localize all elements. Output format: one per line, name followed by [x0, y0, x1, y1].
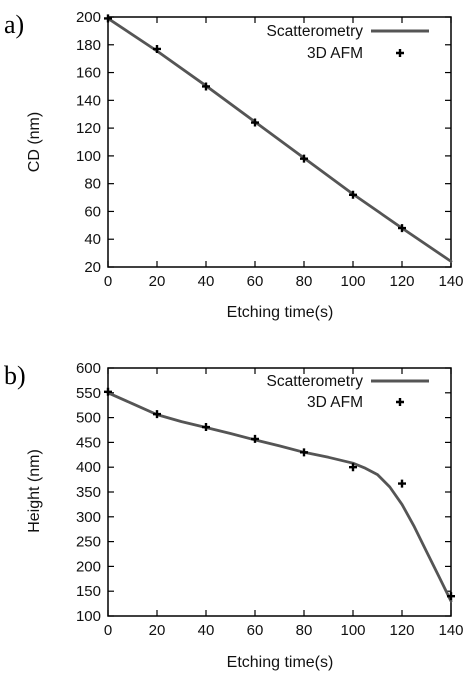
panel-a-x-tick-label: 20	[149, 273, 166, 290]
panel-a-legend-label-scatterometry: Scatterometry	[267, 23, 364, 40]
panel-b-afm-point	[300, 448, 308, 457]
panel-b-y-tick-label: 450	[76, 434, 101, 451]
panel-b-afm-point	[349, 463, 357, 472]
panel-a-legend-marker-3d-afm	[396, 49, 404, 57]
panel-b-y-tick-label: 600	[76, 360, 101, 377]
panel-a-y-tick-label: 20	[84, 259, 101, 276]
panel-a-y-tick-label: 180	[76, 37, 101, 54]
panel-b-afm-point	[398, 479, 406, 488]
panel-a-legend: Scatterometry 3D AFM	[267, 23, 429, 62]
panel-a-x-tick-label: 140	[438, 273, 463, 290]
panel-b-legend: Scatterometry 3D AFM	[267, 373, 429, 411]
panel-b-scatterometry-line	[106, 391, 453, 603]
panel-a-chart: a) CD (nm) Etching time(s) 0 20 40 60 80 100 1…	[4, 9, 464, 321]
panel-a-afm-point	[398, 224, 406, 233]
panel-a-x-tick-label: 40	[198, 273, 215, 290]
panel-a-afm-point	[251, 118, 259, 127]
panel-b-y-tick-label: 500	[76, 410, 101, 427]
panel-b-x-tick-label: 100	[340, 622, 365, 639]
panel-a-label: a)	[4, 10, 24, 39]
panel-a-x-tick-label: 0	[104, 273, 112, 290]
panel-b-afm-point	[251, 434, 259, 443]
panel-b-x-tick-label: 80	[296, 622, 313, 639]
panel-a-x-tick-label: 60	[247, 273, 264, 290]
panel-a-afm-point	[300, 154, 308, 163]
panel-b-y-axis-title: Height (nm)	[26, 449, 43, 533]
panel-b-x-tick-label: 60	[247, 622, 264, 639]
panel-a-afm-point	[202, 82, 210, 91]
panel-a-y-tick-label: 160	[76, 65, 101, 82]
panel-b-y-tick-label: 100	[76, 608, 101, 625]
panel-b-legend-marker-3d-afm	[396, 398, 404, 406]
panel-a-ticks: 0 20 40 60 80 100 120 1402040608010012014016018…	[76, 9, 464, 290]
panel-b-y-tick-label: 250	[76, 534, 101, 551]
panel-b-ticks: 0 20 40 60 80 100 120 140 100 150 200 250 300 350 400 4…	[76, 360, 464, 639]
panel-a-y-tick-label: 140	[76, 92, 101, 109]
panel-b-afm-point	[153, 410, 161, 419]
panel-a-legend-label-3d-afm: 3D AFM	[307, 45, 363, 62]
panel-a-y-tick-label: 80	[84, 176, 101, 193]
panel-a-afm-point	[153, 44, 161, 53]
panel-b-label: b)	[4, 361, 26, 390]
panel-a-y-tick-label: 60	[84, 203, 101, 220]
panel-b-chart: b) Height (nm) Etching time(s) 0 20 40 60 80…	[4, 360, 464, 671]
panel-b-y-tick-label: 200	[76, 558, 101, 575]
panel-a-x-axis-title: Etching time(s)	[227, 304, 334, 321]
panel-a-afm-point	[349, 190, 357, 199]
panel-b-y-tick-label: 550	[76, 385, 101, 402]
panel-a-y-tick-label: 200	[76, 9, 101, 26]
panel-b-x-tick-label: 40	[198, 622, 215, 639]
panel-a-x-tick-label: 100	[340, 273, 365, 290]
panel-b-series	[104, 387, 455, 603]
panel-a-y-tick-label: 100	[76, 148, 101, 165]
panel-b-x-axis-title: Etching time(s)	[227, 654, 334, 671]
panel-b-x-tick-label: 120	[389, 622, 414, 639]
panel-b-y-tick-label: 350	[76, 484, 101, 501]
panel-a-y-tick-label: 120	[76, 120, 101, 137]
panel-b-legend-label-scatterometry: Scatterometry	[267, 373, 364, 390]
panel-b-y-tick-label: 300	[76, 509, 101, 526]
panel-b-x-tick-label: 0	[104, 622, 112, 639]
panel-a-plot-frame	[107, 16, 452, 268]
panel-b-legend-label-3d-afm: 3D AFM	[307, 394, 363, 411]
panel-b-x-tick-label: 140	[438, 622, 463, 639]
panel-b-y-tick-label: 400	[76, 459, 101, 476]
panel-a-x-tick-label: 80	[296, 273, 313, 290]
panel-b-y-tick-label: 150	[76, 583, 101, 600]
panel-b-afm-point	[447, 592, 455, 601]
panel-b-afm-point	[202, 423, 210, 432]
panel-b-afm-point	[104, 387, 112, 396]
panel-a-series	[104, 14, 453, 263]
panel-a-x-tick-label: 120	[389, 273, 414, 290]
panel-b-x-tick-label: 20	[149, 622, 166, 639]
panel-a-scatterometry-line	[106, 16, 453, 263]
panel-a-afm-point	[104, 14, 112, 23]
panel-a-y-axis-title: CD (nm)	[26, 112, 43, 172]
panel-a-y-tick-label: 40	[84, 231, 101, 248]
